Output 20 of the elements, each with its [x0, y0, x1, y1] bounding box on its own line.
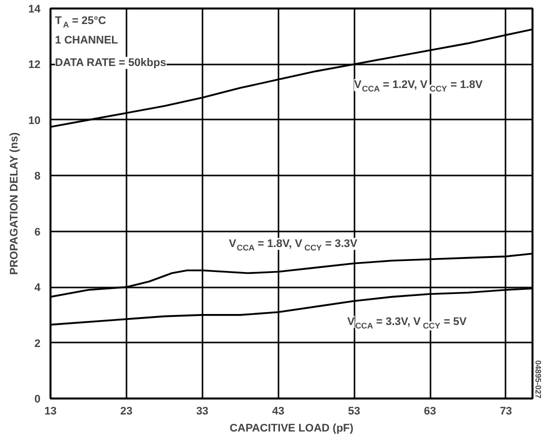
y-tick-label: 12: [28, 59, 41, 72]
x-axis-title: CAPACITIVE LOAD (pF): [230, 422, 354, 434]
y-tick-label: 2: [34, 338, 41, 350]
y-tick-label: 8: [34, 170, 41, 183]
annotation: 1 CHANNEL: [55, 34, 118, 47]
text: 04895-027: [534, 360, 542, 400]
x-tick-label: 33: [196, 406, 208, 418]
x-tick-label: 43: [272, 406, 284, 418]
x-tick-label: 73: [500, 406, 512, 418]
x-tick-label: 23: [120, 406, 133, 418]
y-tick-label: 14: [28, 4, 42, 16]
y-axis-title: PROPAGATION DELAY (ns): [8, 132, 20, 275]
x-tick-label: 13: [44, 406, 57, 418]
x-tick-label: 63: [424, 406, 436, 418]
y-tick-label: 10: [28, 114, 41, 127]
y-tick-label: 4: [34, 282, 42, 294]
y-tick-label: 0: [34, 394, 41, 406]
x-tick-label: 53: [348, 406, 360, 418]
annotation: DATA RATE = 50kbps: [55, 56, 166, 69]
y-tick-label: 6: [34, 226, 41, 238]
